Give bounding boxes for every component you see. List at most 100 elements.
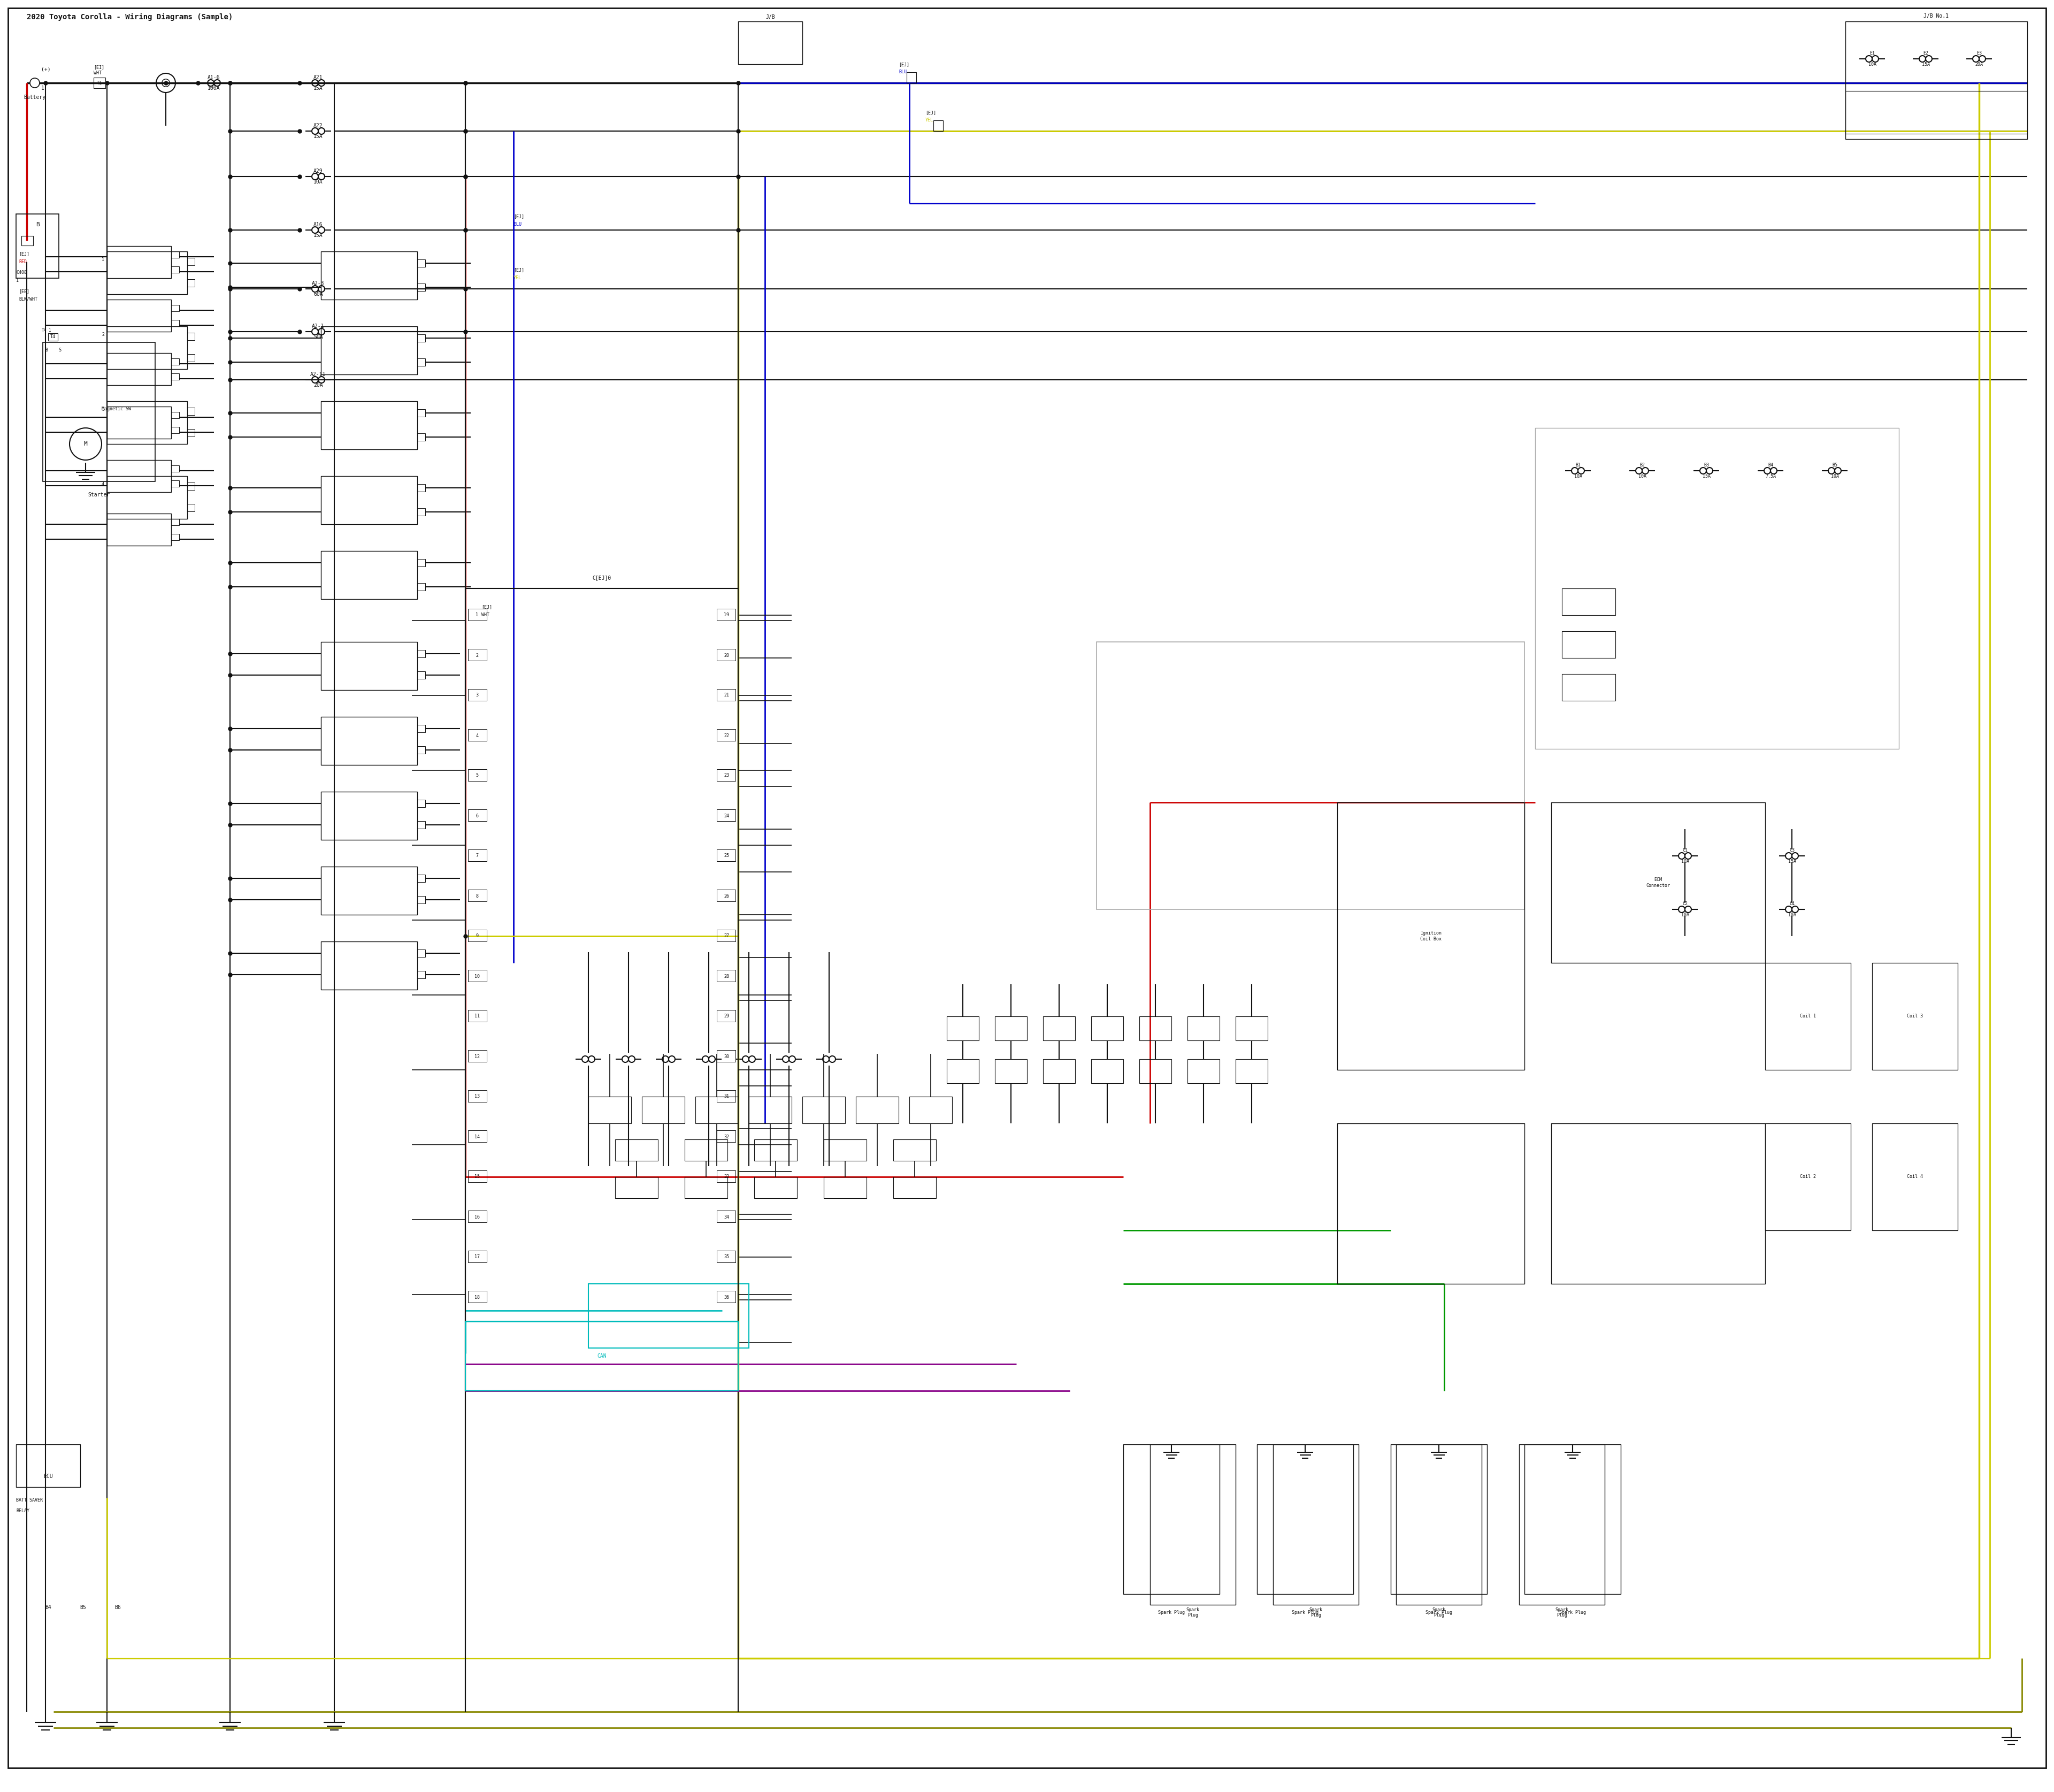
Text: 13: 13 [474,1095,481,1098]
Text: C2: C2 [1682,901,1688,907]
Bar [187,482,195,489]
Bar [320,326,417,375]
Bar [1534,428,1898,749]
Bar [170,358,179,366]
Text: 15: 15 [474,1174,481,1179]
Bar [994,1059,1027,1082]
Bar [1337,803,1524,1070]
Bar [320,550,417,599]
Bar [1273,1444,1358,1606]
Bar [107,353,170,385]
Text: BLU: BLU [900,70,906,73]
Text: 17: 17 [474,1254,481,1260]
Bar [468,810,487,821]
Text: 5: 5 [477,772,479,778]
Bar [107,514,170,545]
Bar [717,849,735,862]
Bar [994,1016,1027,1041]
Bar [1524,1444,1621,1595]
Bar [320,251,417,299]
Text: A2-11: A2-11 [310,371,327,376]
Text: 2: 2 [477,652,479,658]
Bar [417,484,425,491]
Text: 10A: 10A [314,179,322,185]
Bar [468,1090,487,1102]
Text: [EJ]: [EJ] [481,604,493,609]
Bar [187,407,195,416]
Bar [468,1011,487,1021]
Bar [107,251,187,294]
Text: WHT: WHT [481,613,489,616]
Bar [803,1097,844,1124]
Text: Coil 3: Coil 3 [1906,1014,1923,1020]
Text: 25: 25 [723,853,729,858]
Bar [187,280,195,287]
Text: A29: A29 [314,168,322,174]
Bar [614,1177,657,1199]
Text: 2: 2 [101,332,105,337]
Bar [170,480,179,487]
Text: M: M [84,441,88,446]
Text: C408: C408 [16,271,27,274]
Bar [107,246,170,278]
Text: 10A: 10A [1787,912,1795,918]
Text: Ignition
Coil Box: Ignition Coil Box [1419,930,1442,941]
Bar [1871,1124,1957,1231]
Text: 20A: 20A [1976,63,1982,66]
Bar [910,1097,953,1124]
Bar [107,407,170,439]
Bar [1844,91,2027,134]
Text: 34: 34 [723,1215,729,1219]
Text: 31: 31 [723,1095,729,1098]
Text: B2: B2 [1639,462,1645,468]
Text: E1: E1 [1869,50,1875,56]
Text: T4: T4 [49,335,55,339]
Text: WHT: WHT [94,70,101,75]
Text: 1: 1 [47,328,51,333]
Text: 10A: 10A [1680,912,1688,918]
Bar [187,258,195,265]
Bar [417,650,425,658]
Bar [320,867,417,914]
Text: C[EJ]0: C[EJ]0 [592,575,612,581]
Bar [1764,1124,1851,1231]
Text: (+): (+) [41,66,51,72]
Text: 1: 1 [477,613,479,618]
Bar [170,267,179,272]
Text: A16: A16 [314,222,322,228]
Text: Spark Plug: Spark Plug [1559,1611,1586,1615]
Bar [717,1050,735,1063]
Text: 11: 11 [474,1014,481,1020]
Bar [750,1097,791,1124]
Text: 2020 Toyota Corolla - Wiring Diagrams (Sample): 2020 Toyota Corolla - Wiring Diagrams (S… [27,13,232,22]
Text: A2-1: A2-1 [312,324,325,330]
Bar [107,326,187,369]
Bar [417,896,425,903]
Text: 4: 4 [101,482,105,486]
Text: 15A: 15A [314,86,322,91]
Bar [696,1097,737,1124]
Bar [1091,1016,1124,1041]
Text: CAN: CAN [598,1353,606,1358]
Bar [107,299,170,332]
Text: BATT SAVER: BATT SAVER [16,1498,43,1503]
Bar [320,717,417,765]
Bar [417,335,425,342]
Bar [21,237,33,246]
Bar [468,1251,487,1262]
Bar [187,428,195,437]
Bar [1561,588,1614,615]
Bar [417,582,425,591]
Bar [468,649,487,661]
Text: 10A: 10A [1869,63,1875,66]
Bar [1043,1016,1074,1041]
Bar [1140,1016,1171,1041]
Bar [1561,674,1614,701]
Bar [1150,1444,1237,1606]
Text: A1-6: A1-6 [207,75,220,81]
Bar [170,412,179,418]
Text: BLK/WHT: BLK/WHT [18,297,37,301]
Text: Spark Plug: Spark Plug [1425,1611,1452,1615]
Bar [824,1140,867,1161]
Bar [1337,1124,1524,1283]
